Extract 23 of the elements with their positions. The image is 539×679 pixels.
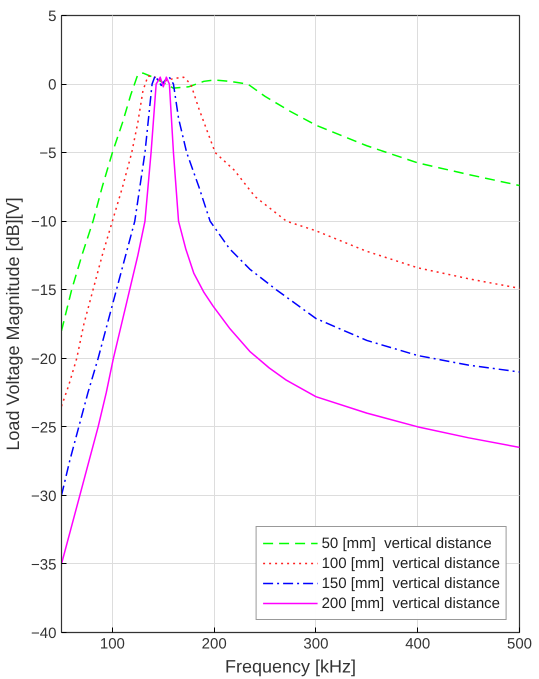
y-tick-label: −30 xyxy=(31,488,57,505)
x-tick-label: 300 xyxy=(303,636,328,652)
y-tick-label: −40 xyxy=(31,625,57,642)
y-tick-label: −25 xyxy=(31,419,57,436)
y-tick-label: −5 xyxy=(39,145,57,162)
y-tick-label: 0 xyxy=(48,76,56,94)
line-series xyxy=(62,72,520,332)
y-tick-label: −20 xyxy=(31,350,57,368)
x-tick-label: 400 xyxy=(405,636,430,652)
x-tick-label: 500 xyxy=(506,636,532,652)
y-tick-label: −10 xyxy=(31,214,57,231)
line-series xyxy=(62,75,520,408)
y-tick-label: −15 xyxy=(31,282,57,300)
x-tick-label: 100 xyxy=(100,636,125,652)
legend-label: 150 [mm] vertical distance xyxy=(322,574,500,592)
y-tick-label: −35 xyxy=(31,556,57,574)
x-axis-title: Frequency [kHz] xyxy=(224,656,356,676)
x-tick-label: 200 xyxy=(202,636,227,652)
legend-label: 200 [mm] vertical distance xyxy=(322,594,500,612)
y-tick-label: 5 xyxy=(48,8,56,25)
legend-label: 100 [mm] vertical distance xyxy=(322,554,500,572)
y-axis-title: Load Voltage Magnitude [dB][V] xyxy=(3,197,24,451)
legend-label: 50 [mm] vertical distance xyxy=(322,534,492,552)
